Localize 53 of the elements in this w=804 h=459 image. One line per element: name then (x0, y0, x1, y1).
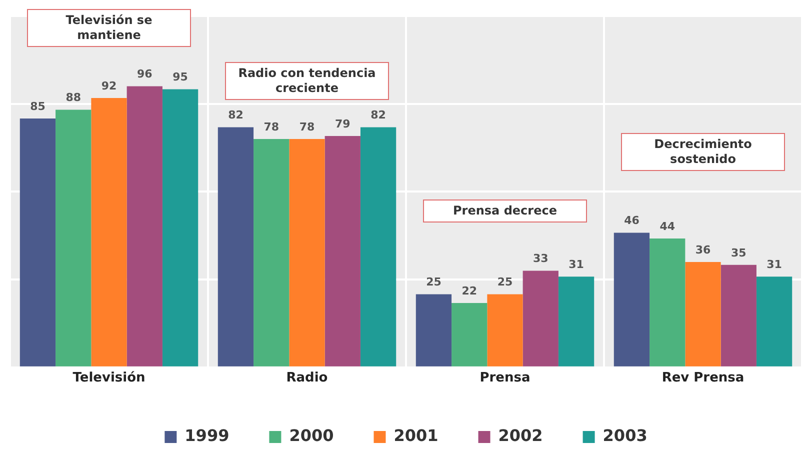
data-label: 85 (30, 100, 46, 113)
data-label: 79 (334, 117, 350, 130)
data-label: 25 (497, 276, 513, 289)
data-label: 92 (101, 79, 117, 92)
bar (56, 110, 92, 366)
data-label: 35 (730, 246, 746, 260)
data-label: 33 (532, 252, 548, 266)
legend-label: 2001 (394, 426, 438, 446)
x-tick-label: Radio (286, 370, 328, 386)
bar (452, 302, 488, 366)
callout-box: Prensa decrece (423, 200, 587, 222)
data-label: 78 (299, 120, 315, 134)
callout-box: Decrecimiento sostenido (621, 133, 785, 171)
legend-label: 2003 (602, 426, 648, 446)
data-label: 44 (660, 220, 676, 233)
bar (360, 127, 396, 366)
bar (522, 270, 558, 366)
data-label: 96 (136, 68, 153, 81)
bar (720, 264, 756, 366)
x-tick-label: Televisión (72, 370, 146, 386)
legend-label: 1999 (184, 426, 230, 446)
data-label: 46 (624, 214, 640, 228)
bar (650, 238, 686, 366)
bar (685, 262, 721, 366)
bar (416, 294, 452, 366)
x-tick-label: Rev Prensa (662, 370, 744, 386)
data-label: 82 (228, 108, 244, 122)
bar (218, 127, 254, 366)
callout-box: Televisión se mantiene (27, 9, 191, 47)
bar (324, 136, 360, 366)
bar (558, 276, 594, 366)
bar (614, 232, 650, 366)
data-label: 31 (568, 258, 584, 271)
bar (254, 138, 290, 366)
data-label: 22 (462, 284, 478, 298)
bar (91, 98, 127, 366)
data-label: 95 (172, 70, 188, 84)
data-label: 88 (66, 91, 82, 104)
legend-label: 2000 (289, 426, 334, 446)
legend-label: 2002 (498, 426, 543, 446)
bar (162, 89, 198, 366)
bar (756, 276, 792, 366)
data-label: 31 (766, 258, 782, 271)
data-label: 82 (370, 108, 386, 122)
bar (289, 138, 325, 366)
x-tick-label: Prensa (480, 370, 530, 386)
bar (20, 118, 56, 366)
bar (126, 86, 162, 366)
data-label: 25 (426, 276, 442, 289)
bar (487, 294, 523, 366)
data-label: 78 (264, 120, 280, 134)
callout-box: Radio con tendencia creciente (225, 62, 389, 100)
data-label: 36 (695, 243, 711, 256)
